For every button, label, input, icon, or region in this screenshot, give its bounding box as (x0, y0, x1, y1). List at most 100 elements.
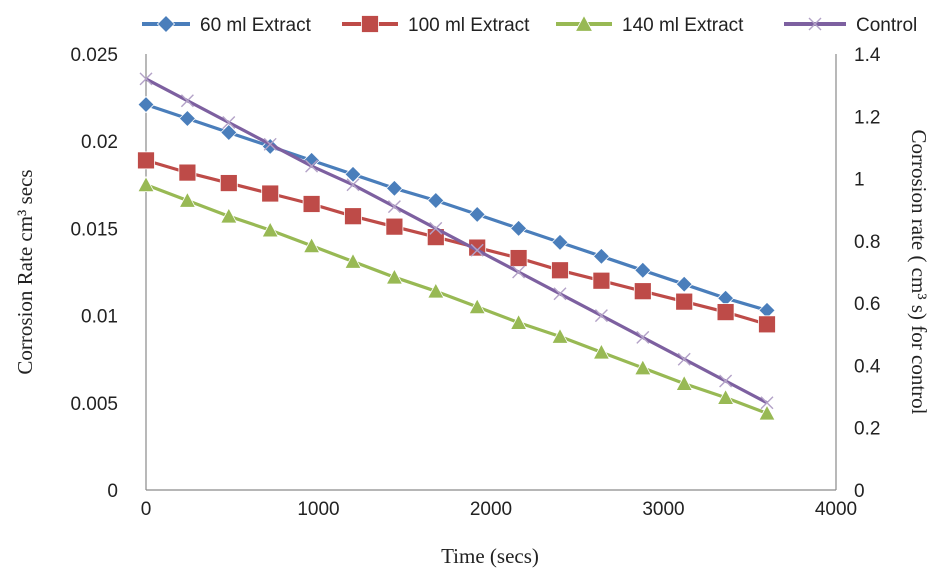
data-point-140-ml-extract (137, 175, 155, 193)
legend-item: Control (784, 15, 917, 36)
plot-area (137, 72, 776, 421)
data-point-60-ml-extract (137, 96, 155, 114)
right-y-tick-label: 0.2 (854, 419, 880, 440)
data-point-control (346, 178, 360, 192)
data-point-140-ml-extract (302, 236, 321, 254)
series-line-control (145, 77, 768, 405)
data-point-control (677, 352, 691, 366)
data-point-100-ml-extract (592, 271, 611, 290)
right-y-tick-label: 1.4 (854, 45, 881, 66)
tick-labels: 0 1000 2000 3000 400000.0050.010.0150.020.02… (70, 45, 880, 520)
data-point-control (470, 243, 484, 257)
data-point-control (180, 94, 194, 108)
legend-label: Control (856, 15, 917, 36)
data-point-control (387, 200, 401, 214)
data-point-control (760, 396, 774, 410)
series-60-ml-extract (137, 96, 776, 319)
x-tick-label: 2000 (470, 499, 512, 520)
data-point-100-ml-extract (344, 207, 362, 226)
data-point-140-ml-extract (178, 191, 197, 208)
data-point-control (222, 116, 236, 130)
data-point-control (429, 221, 443, 235)
data-point-140-ml-extract (675, 374, 693, 391)
right-y-axis-title: Corrosion rate ( cm³ s) for control (907, 129, 931, 414)
series-line-100-ml-extract (145, 158, 768, 326)
data-point-control (636, 330, 650, 344)
data-point-140-ml-extract (468, 298, 486, 315)
data-point-60-ml-extract (510, 219, 528, 237)
legend-swatch-marker (156, 14, 176, 34)
data-point-140-ml-extract (427, 282, 445, 299)
data-point-100-ml-extract (302, 195, 321, 213)
data-point-140-ml-extract (261, 221, 279, 238)
data-point-control (512, 265, 526, 279)
data-point-60-ml-extract (592, 247, 610, 265)
x-tick-label: 1000 (297, 499, 339, 520)
right-y-tick-label: 1 (854, 170, 865, 191)
legend: 60 ml Extract 100 ml Extract 140 ml Extrac… (142, 14, 917, 36)
left-y-tick-label: 0.02 (81, 132, 118, 153)
legend-label: 60 ml Extract (200, 15, 312, 36)
data-point-60-ml-extract (427, 191, 445, 210)
data-point-100-ml-extract (178, 163, 197, 182)
series-control (139, 72, 774, 410)
data-point-100-ml-extract (675, 292, 694, 311)
data-point-60-ml-extract (675, 275, 693, 293)
legend-item: 60 ml Extract (142, 14, 312, 36)
data-point-140-ml-extract (344, 252, 362, 269)
data-point-100-ml-extract (137, 151, 155, 170)
right-y-tick-label: 0.8 (854, 232, 880, 253)
series-line-60-ml-extract (145, 103, 768, 312)
data-point-60-ml-extract (220, 123, 238, 142)
data-point-140-ml-extract (716, 388, 735, 405)
data-point-140-ml-extract (509, 313, 528, 330)
right-y-tick-label: 0.6 (854, 294, 880, 315)
left-y-tick-label: 0.01 (81, 307, 118, 328)
data-point-control (139, 72, 153, 86)
data-point-control (719, 374, 733, 388)
data-point-control (594, 309, 608, 323)
series-140-ml-extract (137, 175, 776, 421)
data-point-140-ml-extract (220, 207, 238, 224)
series-100-ml-extract (137, 151, 776, 334)
data-point-140-ml-extract (385, 268, 404, 285)
left-y-tick-label: 0 (107, 481, 118, 502)
right-y-tick-label: 0 (854, 481, 865, 502)
x-tick-label: 3000 (642, 499, 684, 520)
data-point-140-ml-extract (551, 327, 569, 344)
legend-label: 140 ml Extract (622, 15, 744, 36)
x-axis-title: Time (secs) (441, 544, 539, 568)
data-point-60-ml-extract (385, 179, 403, 197)
data-point-100-ml-extract (219, 174, 238, 192)
data-point-60-ml-extract (178, 109, 196, 128)
legend-item: 140 ml Extract (556, 14, 744, 36)
data-point-140-ml-extract (634, 359, 652, 376)
left-y-tick-label: 0.025 (70, 45, 118, 66)
data-point-100-ml-extract (551, 261, 569, 280)
data-point-100-ml-extract (509, 249, 528, 267)
data-point-100-ml-extract (633, 282, 652, 301)
right-y-tick-label: 0.4 (854, 356, 881, 377)
left-y-tick-label: 0.005 (70, 394, 118, 415)
data-point-100-ml-extract (261, 184, 280, 203)
data-point-60-ml-extract (634, 261, 652, 279)
data-point-control (263, 137, 277, 151)
data-point-140-ml-extract (592, 343, 611, 360)
left-y-tick-label: 0.015 (70, 219, 118, 240)
x-tick-label: 0 (141, 499, 152, 520)
legend-label: 100 ml Extract (408, 15, 530, 36)
data-point-100-ml-extract (758, 315, 776, 334)
axes (145, 54, 837, 491)
data-point-60-ml-extract (344, 165, 362, 183)
data-point-100-ml-extract (716, 303, 735, 322)
series-line-140-ml-extract (145, 183, 768, 415)
data-point-60-ml-extract (551, 233, 569, 251)
x-tick-label: 4000 (815, 499, 857, 520)
legend-swatch-marker (574, 14, 594, 32)
left-y-axis-title: Corrosion Rate cm³ secs (13, 169, 37, 374)
right-y-tick-label: 1.2 (854, 107, 880, 128)
data-point-100-ml-extract (385, 217, 404, 236)
data-point-control (553, 287, 567, 301)
legend-swatch-marker (361, 15, 379, 33)
